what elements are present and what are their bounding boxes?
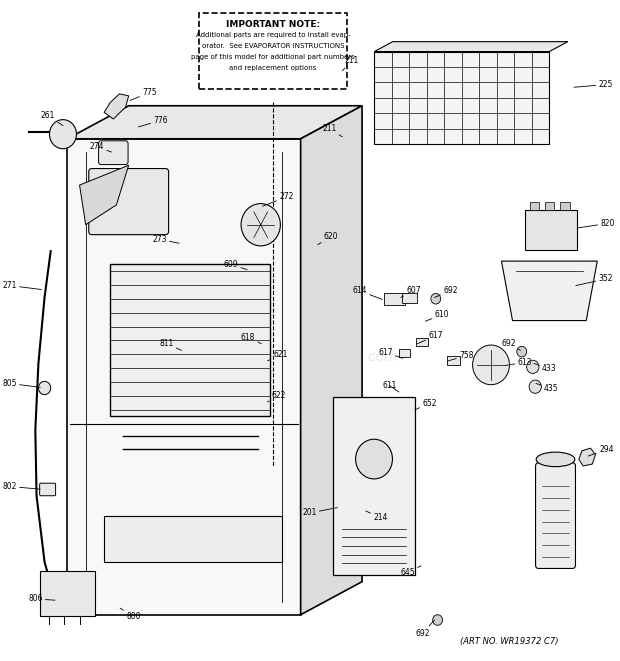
Bar bbox=[104, 516, 282, 562]
Text: 225: 225 bbox=[574, 80, 613, 89]
Text: page of this model for additional part numbers: page of this model for additional part n… bbox=[191, 54, 355, 60]
Text: 776: 776 bbox=[138, 116, 168, 127]
Bar bbox=[332, 397, 415, 575]
Bar bbox=[384, 293, 405, 305]
Text: 620: 620 bbox=[318, 232, 339, 245]
Text: Additional parts are required to install evap-: Additional parts are required to install… bbox=[196, 32, 350, 38]
Circle shape bbox=[433, 615, 443, 625]
Text: 645: 645 bbox=[401, 566, 421, 577]
Text: 261: 261 bbox=[40, 111, 63, 126]
Text: 607: 607 bbox=[401, 286, 421, 297]
Bar bbox=[399, 349, 410, 357]
Text: 613: 613 bbox=[505, 358, 532, 367]
Text: 211: 211 bbox=[322, 124, 342, 137]
Text: 273: 273 bbox=[153, 235, 179, 244]
Bar bbox=[402, 293, 417, 303]
Text: 271: 271 bbox=[2, 281, 42, 290]
Text: 201: 201 bbox=[302, 508, 337, 518]
Text: and replacement options: and replacement options bbox=[229, 65, 317, 71]
Polygon shape bbox=[579, 448, 595, 466]
Text: 294: 294 bbox=[588, 445, 614, 456]
Text: 802: 802 bbox=[2, 482, 40, 491]
Bar bbox=[525, 210, 577, 250]
FancyBboxPatch shape bbox=[536, 463, 575, 568]
Bar bbox=[560, 202, 570, 210]
Text: 621: 621 bbox=[267, 350, 288, 361]
Polygon shape bbox=[301, 106, 362, 615]
Text: eReplacementParts.com: eReplacementParts.com bbox=[228, 350, 397, 364]
Text: 692: 692 bbox=[415, 620, 435, 638]
Text: 775: 775 bbox=[130, 88, 157, 100]
Text: 352: 352 bbox=[576, 274, 613, 286]
Text: 435: 435 bbox=[536, 383, 559, 393]
FancyBboxPatch shape bbox=[89, 169, 169, 235]
Text: 614: 614 bbox=[353, 286, 383, 299]
Text: IMPORTANT NOTE:: IMPORTANT NOTE: bbox=[226, 20, 320, 29]
Circle shape bbox=[50, 120, 76, 149]
Text: 272: 272 bbox=[262, 192, 293, 206]
Circle shape bbox=[472, 345, 510, 385]
Bar bbox=[447, 356, 460, 365]
Text: 609: 609 bbox=[223, 260, 247, 270]
Polygon shape bbox=[502, 261, 597, 321]
Circle shape bbox=[241, 204, 280, 246]
Polygon shape bbox=[67, 139, 301, 615]
Circle shape bbox=[431, 293, 441, 304]
Circle shape bbox=[517, 346, 526, 357]
Text: 805: 805 bbox=[2, 379, 40, 388]
Text: 811: 811 bbox=[159, 339, 182, 350]
Bar bbox=[529, 202, 539, 210]
Text: 800: 800 bbox=[120, 608, 141, 621]
Polygon shape bbox=[79, 165, 129, 225]
Text: 692: 692 bbox=[435, 286, 458, 297]
Text: (ART NO. WR19372 C7): (ART NO. WR19372 C7) bbox=[460, 637, 559, 646]
Text: 611: 611 bbox=[382, 381, 399, 392]
Text: 758: 758 bbox=[448, 351, 474, 361]
Bar bbox=[545, 202, 554, 210]
Ellipse shape bbox=[536, 452, 575, 467]
Text: 211: 211 bbox=[342, 56, 359, 71]
Text: 692: 692 bbox=[501, 339, 521, 350]
Bar bbox=[40, 571, 95, 616]
Bar bbox=[374, 52, 549, 144]
Text: 820: 820 bbox=[577, 219, 614, 228]
Text: 617: 617 bbox=[378, 348, 402, 358]
Text: 617: 617 bbox=[417, 331, 443, 344]
Polygon shape bbox=[374, 42, 568, 52]
Text: 274: 274 bbox=[90, 142, 112, 152]
Text: 618: 618 bbox=[241, 332, 262, 344]
Text: 806: 806 bbox=[28, 594, 55, 603]
Bar bbox=[416, 338, 428, 346]
Circle shape bbox=[529, 380, 541, 393]
Circle shape bbox=[38, 381, 51, 395]
Text: 610: 610 bbox=[425, 310, 449, 321]
FancyBboxPatch shape bbox=[40, 483, 56, 496]
Text: orator.  See EVAPORATOR INSTRUCTIONS: orator. See EVAPORATOR INSTRUCTIONS bbox=[202, 43, 344, 49]
Circle shape bbox=[356, 440, 392, 479]
FancyBboxPatch shape bbox=[99, 141, 128, 165]
Polygon shape bbox=[104, 94, 129, 119]
FancyBboxPatch shape bbox=[199, 13, 347, 89]
Text: 433: 433 bbox=[534, 364, 557, 373]
Circle shape bbox=[526, 360, 539, 373]
Text: 214: 214 bbox=[366, 511, 388, 522]
Text: 622: 622 bbox=[267, 391, 286, 402]
Bar bbox=[110, 264, 270, 416]
Text: 652: 652 bbox=[415, 399, 436, 410]
Polygon shape bbox=[67, 106, 362, 139]
